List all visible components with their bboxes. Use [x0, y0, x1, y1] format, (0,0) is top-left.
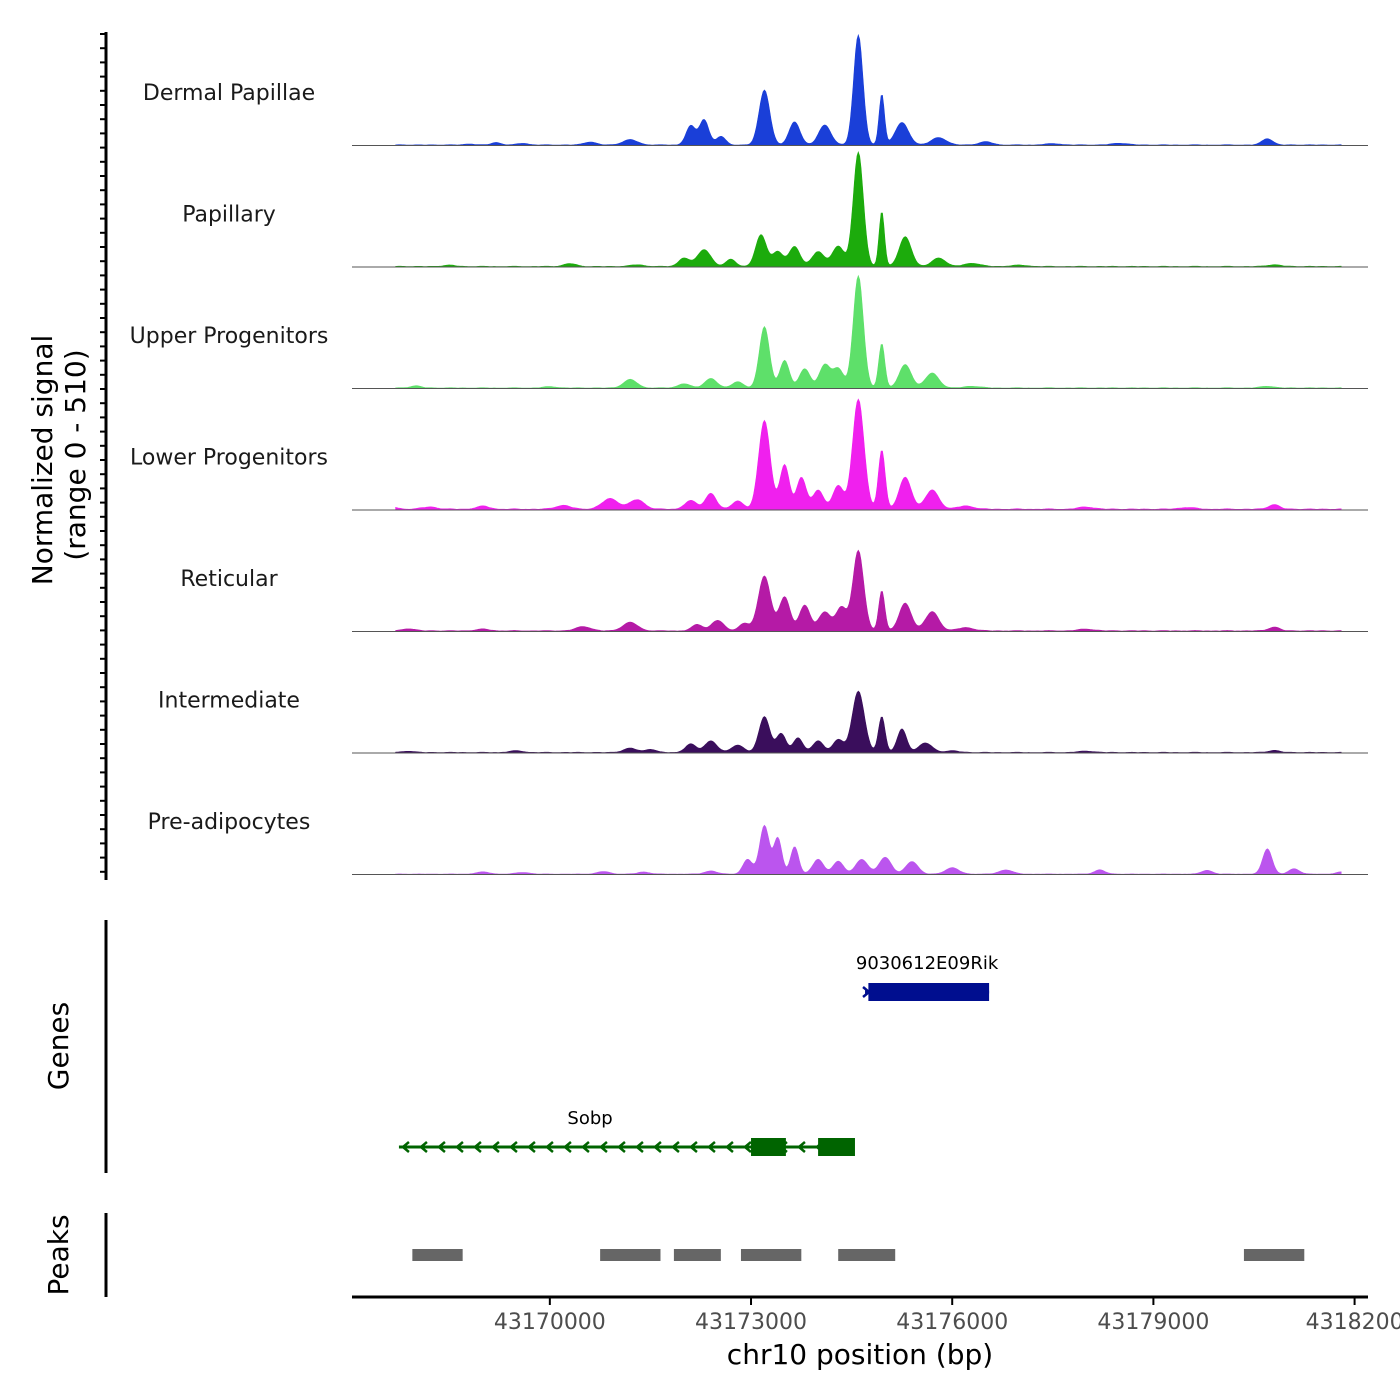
track-label: Lower Progenitors — [130, 446, 328, 471]
track-area — [395, 690, 1342, 754]
track-area — [395, 549, 1342, 632]
x-axis-ticks: 43170000 43173000 43176000 43179000 4318200 — [494, 1297, 1400, 1335]
strand-arrow — [508, 1141, 518, 1153]
gene-exon — [751, 1138, 786, 1156]
strand-arrow — [562, 1141, 572, 1153]
track-area — [395, 398, 1342, 511]
signal-y-axis-ticks — [100, 33, 106, 873]
strand-arrow — [418, 1141, 428, 1153]
track-label: Intermediate — [158, 689, 300, 714]
y-axis-subtitle: (range 0 - 510) — [59, 349, 92, 560]
track-label: Papillary — [182, 203, 276, 228]
strand-arrow — [544, 1141, 554, 1153]
track-label: Pre-adipocytes — [148, 810, 311, 835]
strand-arrow — [490, 1141, 500, 1153]
strand-arrow — [652, 1141, 662, 1153]
genes-axis-title: Genes — [42, 1002, 75, 1090]
peak-region — [412, 1249, 463, 1261]
strand-arrow — [580, 1141, 590, 1153]
y-axis-title: Normalized signal — [26, 335, 59, 586]
strand-arrow — [436, 1141, 446, 1153]
peaks-axis-title: Peaks — [42, 1214, 75, 1295]
track-label: Upper Progenitors — [130, 324, 329, 349]
peak-region — [838, 1249, 896, 1261]
strand-arrow — [706, 1141, 716, 1153]
strand-arrow — [598, 1141, 608, 1153]
x-tick-label: 4318200 — [1306, 1310, 1400, 1335]
peak-region — [1243, 1249, 1305, 1261]
strand-arrow — [634, 1141, 644, 1153]
gene-annotations: 9030612E09Rik Sobp — [398, 953, 999, 1156]
strand-arrow — [796, 1141, 806, 1153]
track-label: Reticular — [180, 567, 278, 592]
x-axis-title: chr10 position (bp) — [727, 1338, 993, 1371]
gene-exon — [868, 983, 990, 1001]
x-tick-label: 43173000 — [695, 1310, 807, 1335]
peak-region — [673, 1249, 721, 1261]
track-area — [395, 33, 1342, 146]
x-tick-label: 43176000 — [896, 1310, 1008, 1335]
x-tick-label: 43170000 — [494, 1310, 606, 1335]
peak-region — [600, 1249, 661, 1261]
track-label: Dermal Papillae — [143, 81, 315, 106]
gene-label: Sobp — [567, 1108, 612, 1129]
coverage-tracks: Dermal Papillae Papillary Upper Progenitor… — [130, 33, 1368, 875]
track-area — [395, 151, 1342, 268]
gene-exon — [818, 1138, 855, 1156]
peak-annotations — [412, 1249, 1305, 1261]
peak-region — [740, 1249, 802, 1261]
strand-arrow — [724, 1141, 734, 1153]
strand-arrow — [688, 1141, 698, 1153]
track-area — [395, 274, 1342, 389]
strand-arrow — [454, 1141, 464, 1153]
strand-arrow — [400, 1141, 410, 1153]
x-tick-label: 43179000 — [1097, 1310, 1209, 1335]
track-area — [395, 824, 1342, 875]
strand-arrow — [472, 1141, 482, 1153]
strand-arrow — [670, 1141, 680, 1153]
strand-arrow — [526, 1141, 536, 1153]
strand-arrow — [742, 1141, 752, 1153]
strand-arrow — [616, 1141, 626, 1153]
gene-label: 9030612E09Rik — [856, 953, 999, 974]
